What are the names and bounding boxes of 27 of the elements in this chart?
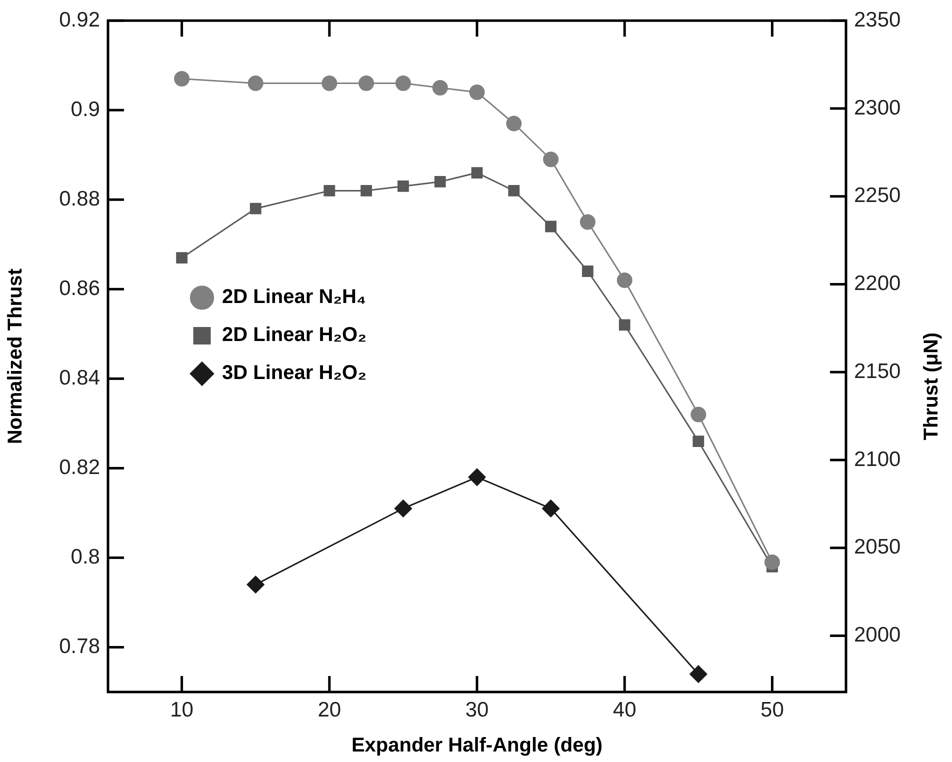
y-tick-label: 0.82 xyxy=(59,456,100,479)
y-axis-title: Normalized Thrust xyxy=(4,268,27,444)
y2-tick-label: 2000 xyxy=(854,624,901,647)
y2-tick-label: 2250 xyxy=(854,184,901,208)
y2-tick-label: 2150 xyxy=(854,360,901,383)
x-tick-label: 30 xyxy=(465,698,489,722)
y2-tick-label: 2200 xyxy=(854,272,901,296)
y2-tick-label: 2100 xyxy=(854,448,901,471)
y-tick-label: 0.88 xyxy=(59,187,100,210)
legend-label: 3D Linear H₂O₂ xyxy=(222,362,366,384)
y-tick-label: 0.92 xyxy=(59,8,100,32)
legend-label: 2D Linear H₂O₂ xyxy=(222,324,366,346)
x-axis-title: Expander Half-Angle (deg) xyxy=(351,734,603,757)
y2-tick-label: 2300 xyxy=(854,96,901,120)
x-tick-label: 20 xyxy=(318,698,342,722)
legend-label: 2D Linear N₂H₄ xyxy=(222,286,366,308)
y-tick-label: 0.8 xyxy=(70,546,100,569)
y2-tick-label: 2050 xyxy=(854,536,901,559)
y-tick-label: 0.9 xyxy=(70,98,100,121)
x-tick-label: 10 xyxy=(170,698,194,722)
y-tick-label: 0.78 xyxy=(59,635,100,658)
x-tick-label: 50 xyxy=(760,698,784,722)
x-tick-label: 40 xyxy=(612,698,636,722)
y-tick-label: 0.86 xyxy=(59,276,100,300)
y2-axis-title: Thrust (μN) xyxy=(920,332,943,440)
y2-tick-label: 2350 xyxy=(854,8,901,32)
y-tick-label: 0.84 xyxy=(59,366,100,390)
